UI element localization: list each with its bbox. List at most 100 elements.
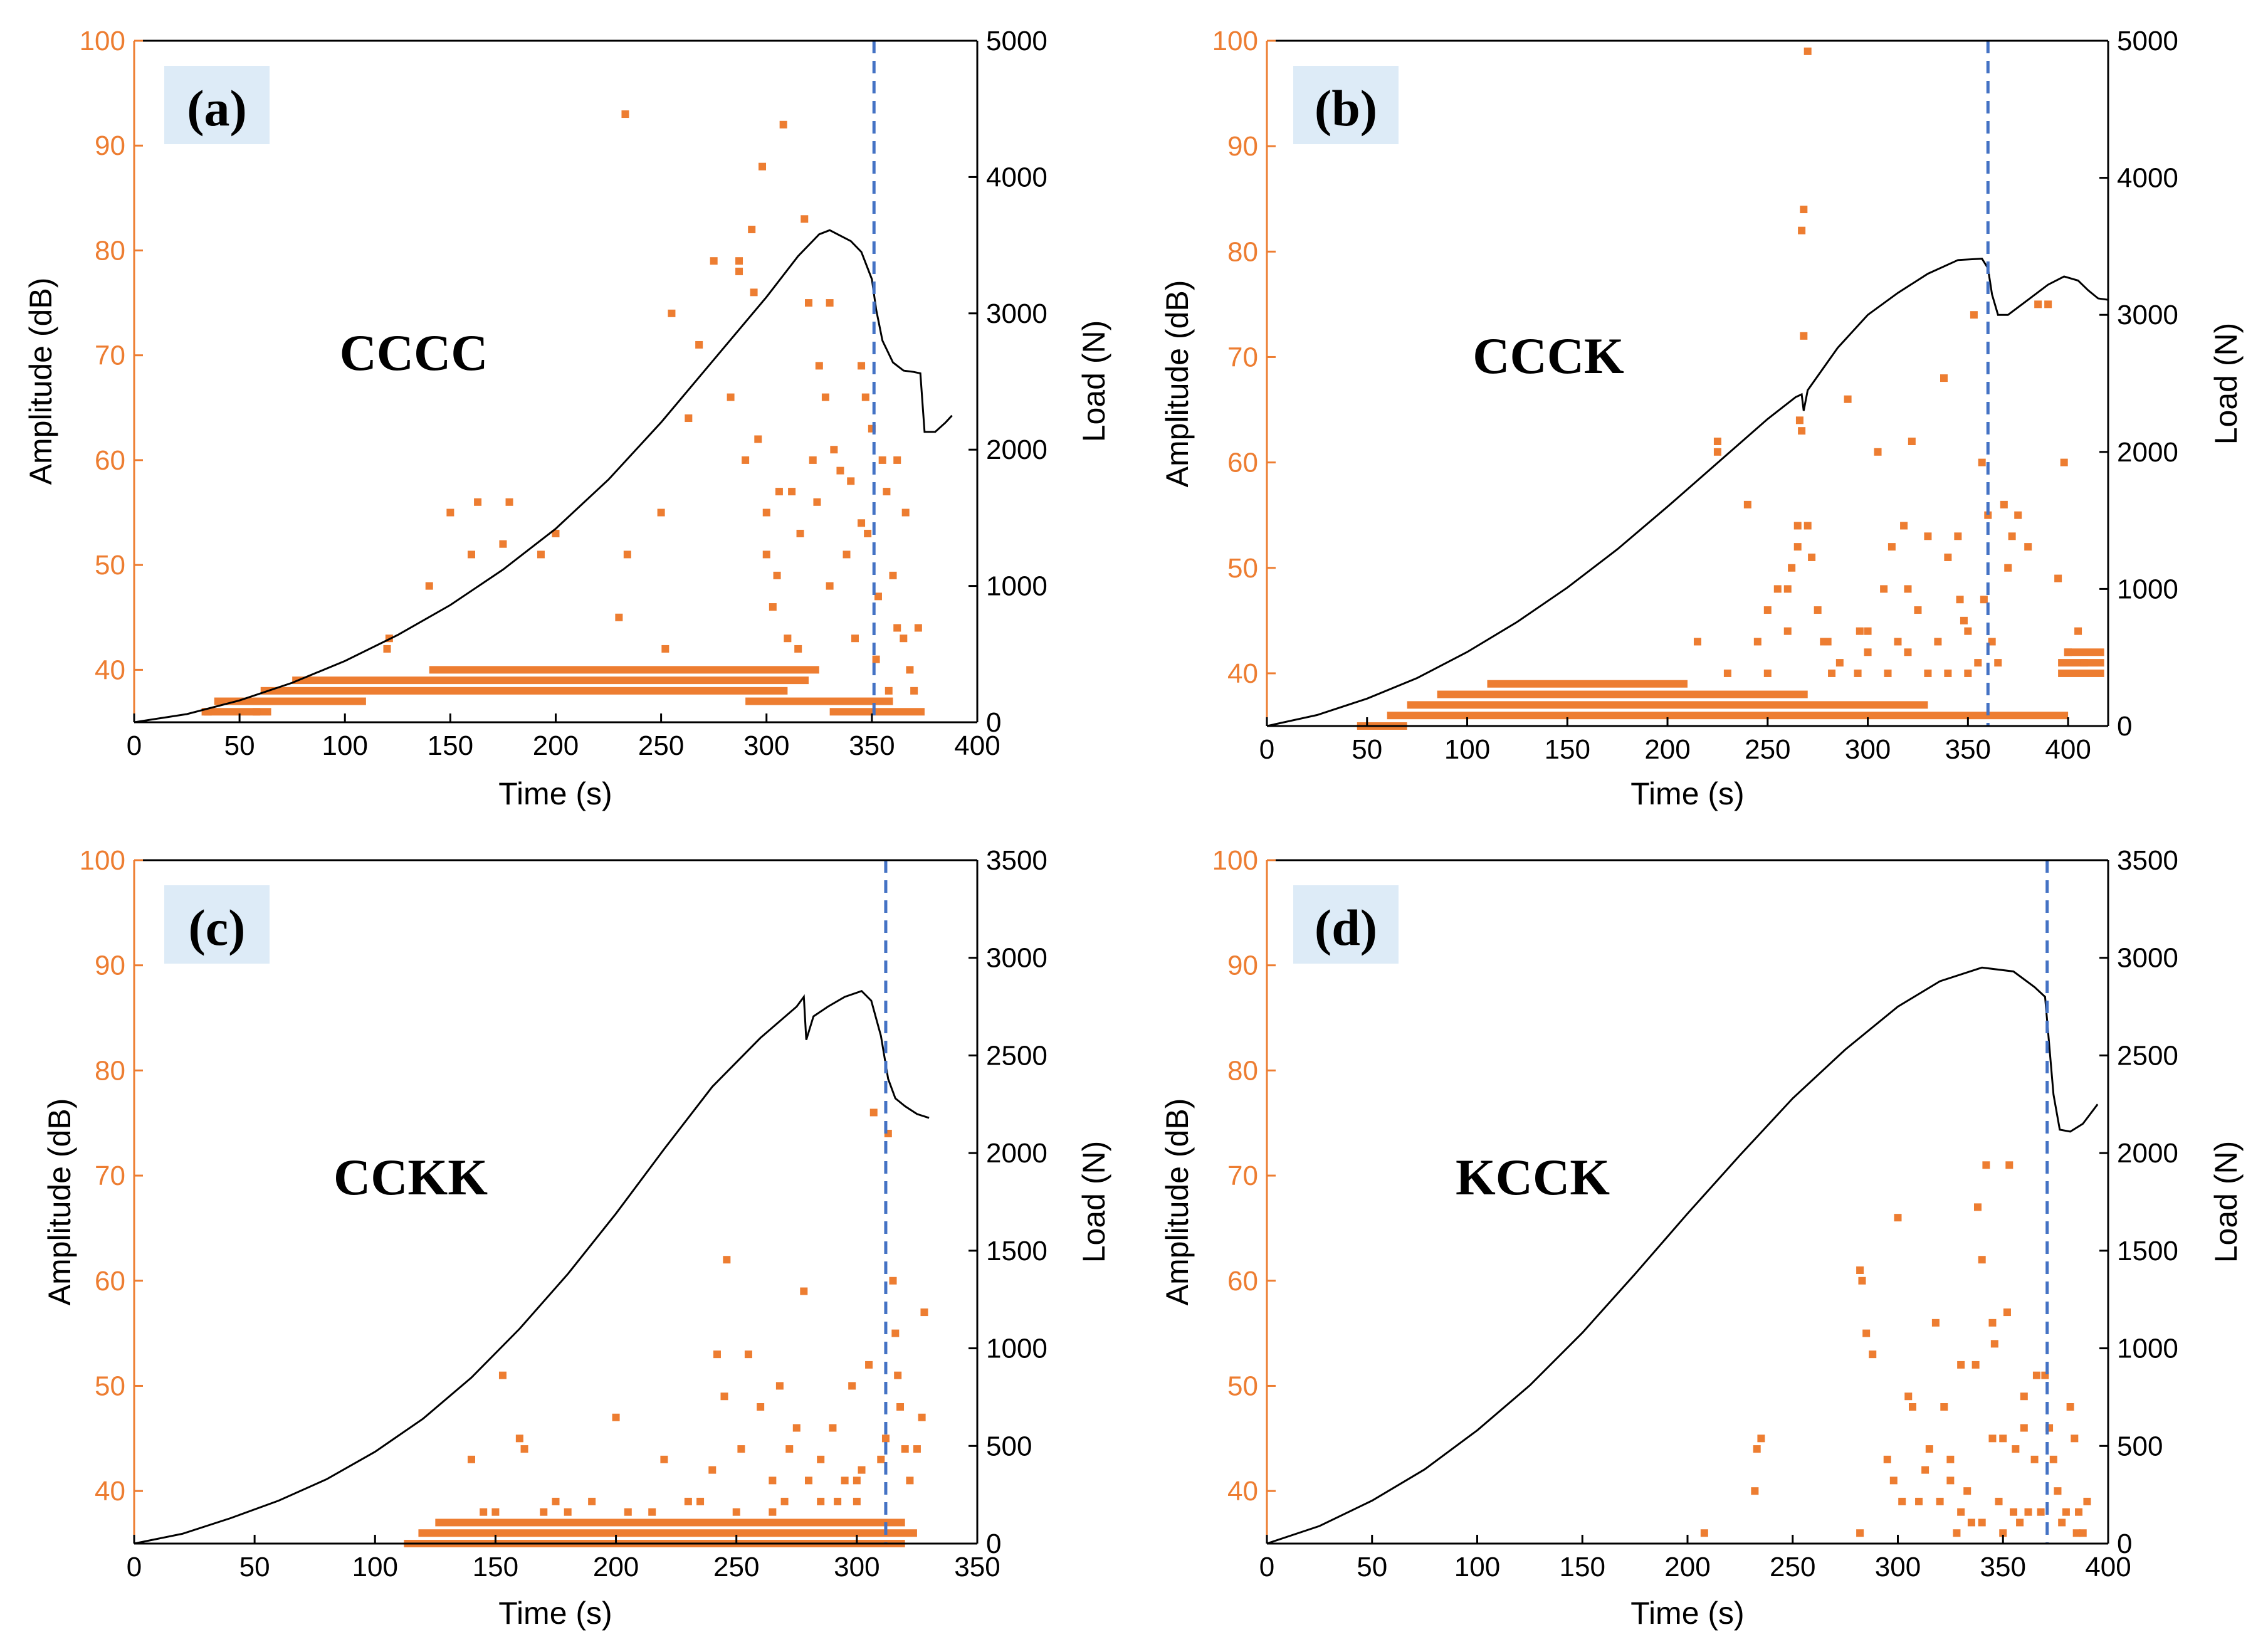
ae-hit-point (821, 393, 829, 401)
ae-hit-point (896, 1403, 905, 1411)
right-axis-title: Load (N) (1076, 320, 1111, 443)
ae-hit-point (894, 1371, 902, 1379)
hit-band (435, 1518, 905, 1527)
right-tick-label: 0 (2117, 711, 2132, 742)
left-tick-label: 60 (95, 1266, 125, 1297)
ae-hit-point (1960, 616, 1968, 624)
right-tick-label: 500 (2117, 1431, 2163, 1461)
ae-hit-point (1713, 437, 1721, 445)
ae-hit-point (1908, 1403, 1916, 1411)
ae-hit-point (881, 1434, 890, 1443)
x-tick-label: 50 (1352, 734, 1382, 765)
right-tick-label: 2500 (2117, 1040, 2178, 1071)
right-tick-label: 3000 (986, 943, 1047, 974)
ae-hit-point (1924, 669, 1932, 677)
ae-hit-point (1864, 627, 1872, 635)
specimen-label: CCKK (333, 1149, 488, 1206)
ae-hit-point (2054, 1487, 2062, 1495)
right-tick-label: 1500 (986, 1236, 1047, 1266)
x-tick-label: 0 (127, 1552, 142, 1582)
ae-hit-point (817, 1455, 825, 1463)
ae-hit-point (754, 435, 762, 443)
ae-hit-point (1894, 1214, 1902, 1222)
ae-hit-point (537, 550, 545, 559)
right-axis-title: Load (N) (2208, 1141, 2244, 1263)
left-tick-label: 40 (95, 1476, 125, 1507)
ae-hit-point (2034, 300, 2042, 308)
ae-hit-point (847, 477, 855, 485)
specimen-label: CCCK (1473, 327, 1624, 384)
ae-hit-point (2074, 627, 2082, 635)
ae-hit-point (901, 508, 910, 517)
x-tick-label: 100 (1454, 1552, 1500, 1582)
ae-hit-point (1800, 332, 1808, 340)
hit-band (214, 697, 366, 705)
ae-hit-point (1999, 1434, 2007, 1443)
ae-hit-point (720, 1392, 728, 1401)
ae-hit-point (1957, 1360, 1965, 1369)
right-tick-label: 1500 (2117, 1236, 2178, 1266)
load-curve (1266, 258, 2109, 727)
ae-hit-point (788, 488, 796, 496)
ae-hit-point (877, 1455, 885, 1463)
ae-hit-point (1904, 585, 1912, 593)
ae-hit-point (775, 488, 783, 496)
specimen-label: CCCC (340, 324, 488, 381)
ae-hit-point (552, 529, 560, 537)
ae-hit-point (685, 414, 693, 423)
x-axis-title: Time (s) (1630, 1596, 1744, 1631)
ae-hit-point (1835, 659, 1844, 667)
right-tick-label: 2000 (2117, 437, 2178, 468)
ae-hit-point (1956, 596, 1964, 604)
ae-hit-point (1924, 532, 1932, 540)
hit-band (2064, 648, 2104, 656)
ae-hit-point (1723, 669, 1731, 677)
ae-hit-point (1914, 606, 1922, 614)
ae-hit-point (1803, 522, 1812, 530)
ae-hit-point (2044, 300, 2052, 308)
ae-hit-point (1844, 395, 1852, 403)
ae-hit-point (661, 645, 669, 653)
ae-hit-point (1824, 638, 1832, 646)
ae-hit-point (1904, 648, 1912, 656)
ae-hit-point (809, 456, 817, 464)
right-tick-label: 1000 (2117, 1334, 2178, 1364)
ae-hit-point (2012, 1445, 2020, 1453)
left-tick-label: 40 (1227, 658, 1258, 689)
left-tick-label: 60 (1227, 448, 1258, 478)
ae-hit-point (1944, 553, 1952, 561)
right-tick-label: 4000 (2117, 163, 2178, 194)
ae-hit-point (858, 1466, 866, 1474)
x-tick-label: 350 (1980, 1552, 2026, 1582)
ae-hit-point (1864, 648, 1872, 656)
ae-hit-point (1814, 606, 1822, 614)
ae-hit-point (491, 1508, 500, 1516)
ae-hit-point (1700, 1529, 1708, 1537)
ae-hit-point (2054, 574, 2062, 582)
right-tick-label: 0 (986, 1529, 1001, 1559)
ae-hit-point (2032, 1371, 2040, 1379)
ae-hit-point (1793, 543, 1802, 551)
series-group (1266, 41, 2109, 730)
ae-hit-point (861, 393, 869, 401)
hit-band (292, 676, 809, 685)
hit-band (829, 708, 925, 716)
ae-hit-point (1751, 1487, 1759, 1495)
ae-hit-point (901, 1445, 909, 1453)
panel-label: (a) (187, 80, 247, 137)
series-group (134, 860, 930, 1547)
left-tick-label: 90 (1227, 950, 1258, 981)
label-background (1293, 885, 1399, 964)
ae-hit-point (1874, 448, 1882, 456)
x-tick-label: 250 (1745, 734, 1790, 765)
ae-hit-point (841, 1476, 849, 1485)
ae-hit-point (612, 1413, 620, 1421)
ae-hit-point (1915, 1497, 1923, 1505)
hit-band (201, 708, 271, 716)
ae-hit-point (1783, 627, 1792, 635)
ae-hit-point (540, 1508, 548, 1516)
ae-hit-point (615, 613, 623, 621)
ae-hit-point (1788, 564, 1796, 572)
ae-hit-point (1803, 47, 1812, 55)
